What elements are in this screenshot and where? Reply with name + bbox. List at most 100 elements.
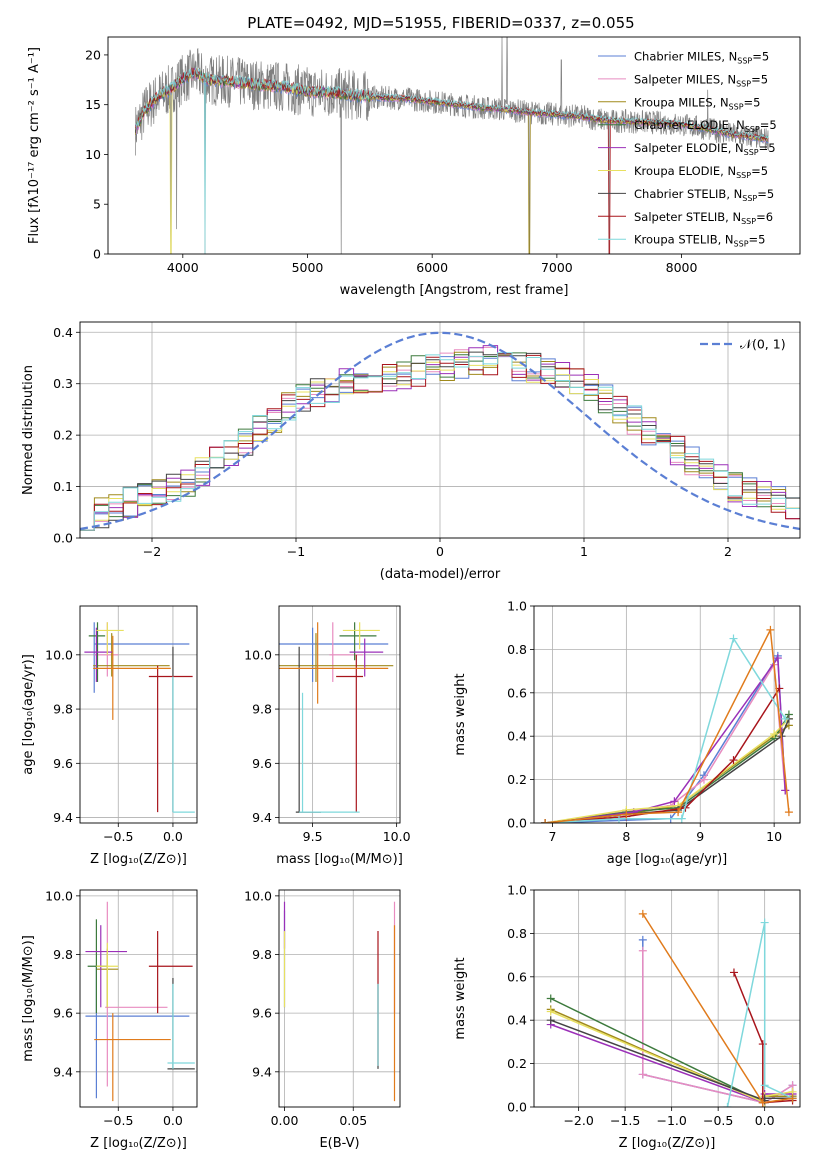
data-point-marker xyxy=(546,1007,555,1016)
data-point-marker xyxy=(760,918,769,927)
y-tick-label: 0.3 xyxy=(53,376,73,391)
legend-entry: Salpeter MILES, NSSP=5 xyxy=(634,72,768,88)
error-bar-point xyxy=(93,622,190,693)
figure-title: PLATE=0492, MJD=51955, FIBERID=0337, z=0… xyxy=(247,14,634,32)
error-bar-point xyxy=(299,692,360,813)
legend-entry-n: =5 xyxy=(751,72,768,86)
weight-series xyxy=(638,935,797,1107)
error-bar-point xyxy=(329,622,364,682)
y-tick-label: 0.0 xyxy=(507,1100,527,1115)
weight-series xyxy=(541,710,793,823)
x-tick-label: −0.5 xyxy=(103,829,133,844)
x-axis-label: Z [log₁₀(Z/Z⊙)] xyxy=(90,1136,187,1151)
y-tick-label: 0.8 xyxy=(507,926,527,941)
error-bar-point xyxy=(342,622,380,650)
legend-entry-name: Salpeter ELODIE, N xyxy=(634,141,744,155)
legend-entry-name: Salpeter STELIB, N xyxy=(634,210,741,224)
y-tick-label: 9.4 xyxy=(53,810,73,825)
y-tick-label: 0.4 xyxy=(507,1013,527,1028)
data-point-marker xyxy=(638,909,647,918)
data-point-marker xyxy=(638,946,647,955)
y-tick-label: 0.6 xyxy=(507,685,527,700)
weight-series-line xyxy=(545,627,790,823)
y-tick-label: 1.0 xyxy=(507,883,527,898)
axes-frame xyxy=(533,605,801,824)
data-point-marker xyxy=(699,775,708,784)
data-point-marker xyxy=(622,810,631,819)
legend-entry-n: =5 xyxy=(757,187,774,201)
y-tick-label: 9.6 xyxy=(252,1006,272,1021)
panel-age-vs-z: −0.5 0.0 9.4 9.6 9.8 10.0 Z [log₁₀(Z/Z⊙)] age [… xyxy=(21,605,198,867)
error-bar-point xyxy=(167,983,195,1069)
legend-entry-n: =5 xyxy=(744,95,761,109)
x-tick-label: 10.0 xyxy=(383,829,411,844)
x-tick-label: 8000 xyxy=(666,260,698,275)
weight-series xyxy=(638,909,797,1107)
legend-entry-n: =5 xyxy=(759,141,776,155)
x-axis-label: Z [log₁₀(Z/Z⊙)] xyxy=(619,1136,716,1151)
legend-entry-n: =5 xyxy=(760,118,777,132)
error-bar-point xyxy=(279,627,389,682)
error-bar-point xyxy=(96,942,119,1008)
data-point-marker xyxy=(541,819,550,823)
panel-mass-vs-ebv: 0.00 0.05 9.4 9.6 9.8 10.0 E(B-V) xyxy=(244,888,401,1151)
x-axis-label: mass [log₁₀(M/M⊙)] xyxy=(276,852,403,867)
x-tick-label: 7000 xyxy=(541,260,573,275)
y-tick-label: 10 xyxy=(85,147,101,162)
x-tick-label: 8 xyxy=(622,829,630,844)
y-tick-label: 0 xyxy=(93,247,101,262)
grid xyxy=(534,605,800,824)
grid xyxy=(279,890,400,1107)
x-axis-label: E(B-V) xyxy=(319,1136,359,1151)
grid xyxy=(279,606,400,823)
legend-entry-n: =6 xyxy=(756,210,773,224)
x-tick-label: 0.0 xyxy=(163,1113,183,1128)
y-tick-label: 0.2 xyxy=(53,428,73,443)
y-tick-label: 9.4 xyxy=(252,1064,272,1079)
y-tick-label: 9.8 xyxy=(252,702,272,717)
y-tick-label: 10.0 xyxy=(244,888,272,903)
y-tick-label: 0.1 xyxy=(53,479,73,494)
legend-entry: Kroupa ELODIE, NSSP=5 xyxy=(634,164,768,180)
weight-series-line xyxy=(545,636,786,823)
x-axis-label: Z [log₁₀(Z/Z⊙)] xyxy=(90,852,187,867)
legend-entry-sub: SSP xyxy=(742,194,757,203)
y-axis-label: Normed distribution xyxy=(21,365,36,495)
y-tick-label: 5 xyxy=(93,197,101,212)
x-tick-label: −1 xyxy=(287,544,305,559)
x-tick-label: 9 xyxy=(696,829,704,844)
axes-frame xyxy=(79,889,198,1108)
y-tick-label: 20 xyxy=(85,47,101,62)
model-spectrum-line xyxy=(135,66,769,254)
weight-series-line xyxy=(545,655,786,823)
legend-entry-n: =5 xyxy=(752,50,769,64)
legend-entry-sub: SSP xyxy=(741,217,756,226)
y-axis-label: mass weight xyxy=(453,673,468,755)
panel-spectrum: 4000 5000 6000 7000 8000 0 5 10 15 20 wavelength [… xyxy=(27,36,801,298)
data-point-marker xyxy=(788,1094,797,1103)
y-tick-label: 9.8 xyxy=(53,947,73,962)
data-point-marker xyxy=(614,814,623,823)
y-tick-label: 0.2 xyxy=(507,772,527,787)
y-tick-label: 0.4 xyxy=(507,729,527,744)
legend-entry-name: Chabrier MILES, N xyxy=(634,50,737,64)
y-tick-label: 10.0 xyxy=(244,647,272,662)
data-point-marker xyxy=(677,814,686,823)
plot-area xyxy=(80,331,800,531)
data-point-marker xyxy=(638,1070,647,1079)
x-tick-label: 7 xyxy=(548,829,556,844)
error-bar-point xyxy=(349,638,384,677)
x-tick-label: 2 xyxy=(724,544,732,559)
y-tick-label: 9.4 xyxy=(252,810,272,825)
data-point-marker xyxy=(729,756,738,765)
error-bar-point xyxy=(279,633,394,682)
error-bar-point xyxy=(167,977,195,1070)
legend-entry-sub: SSP xyxy=(734,240,749,249)
panel-mass-vs-z: −0.5 0.0 9.4 9.6 9.8 10.0 Z [log₁₀(Z/Z⊙)] mass … xyxy=(21,888,198,1151)
legend-entry-sub: SSP xyxy=(729,102,744,111)
weight-series-line xyxy=(726,922,793,1107)
error-bar-point xyxy=(148,665,193,813)
error-bar-point xyxy=(84,627,113,682)
legend-entry-sub: SSP xyxy=(736,171,751,180)
panel-weight-vs-age: 7 8 9 10 0.0 0.2 0.4 0.6 0.8 1.0 age [log₁₀(age/yr… xyxy=(453,599,801,867)
